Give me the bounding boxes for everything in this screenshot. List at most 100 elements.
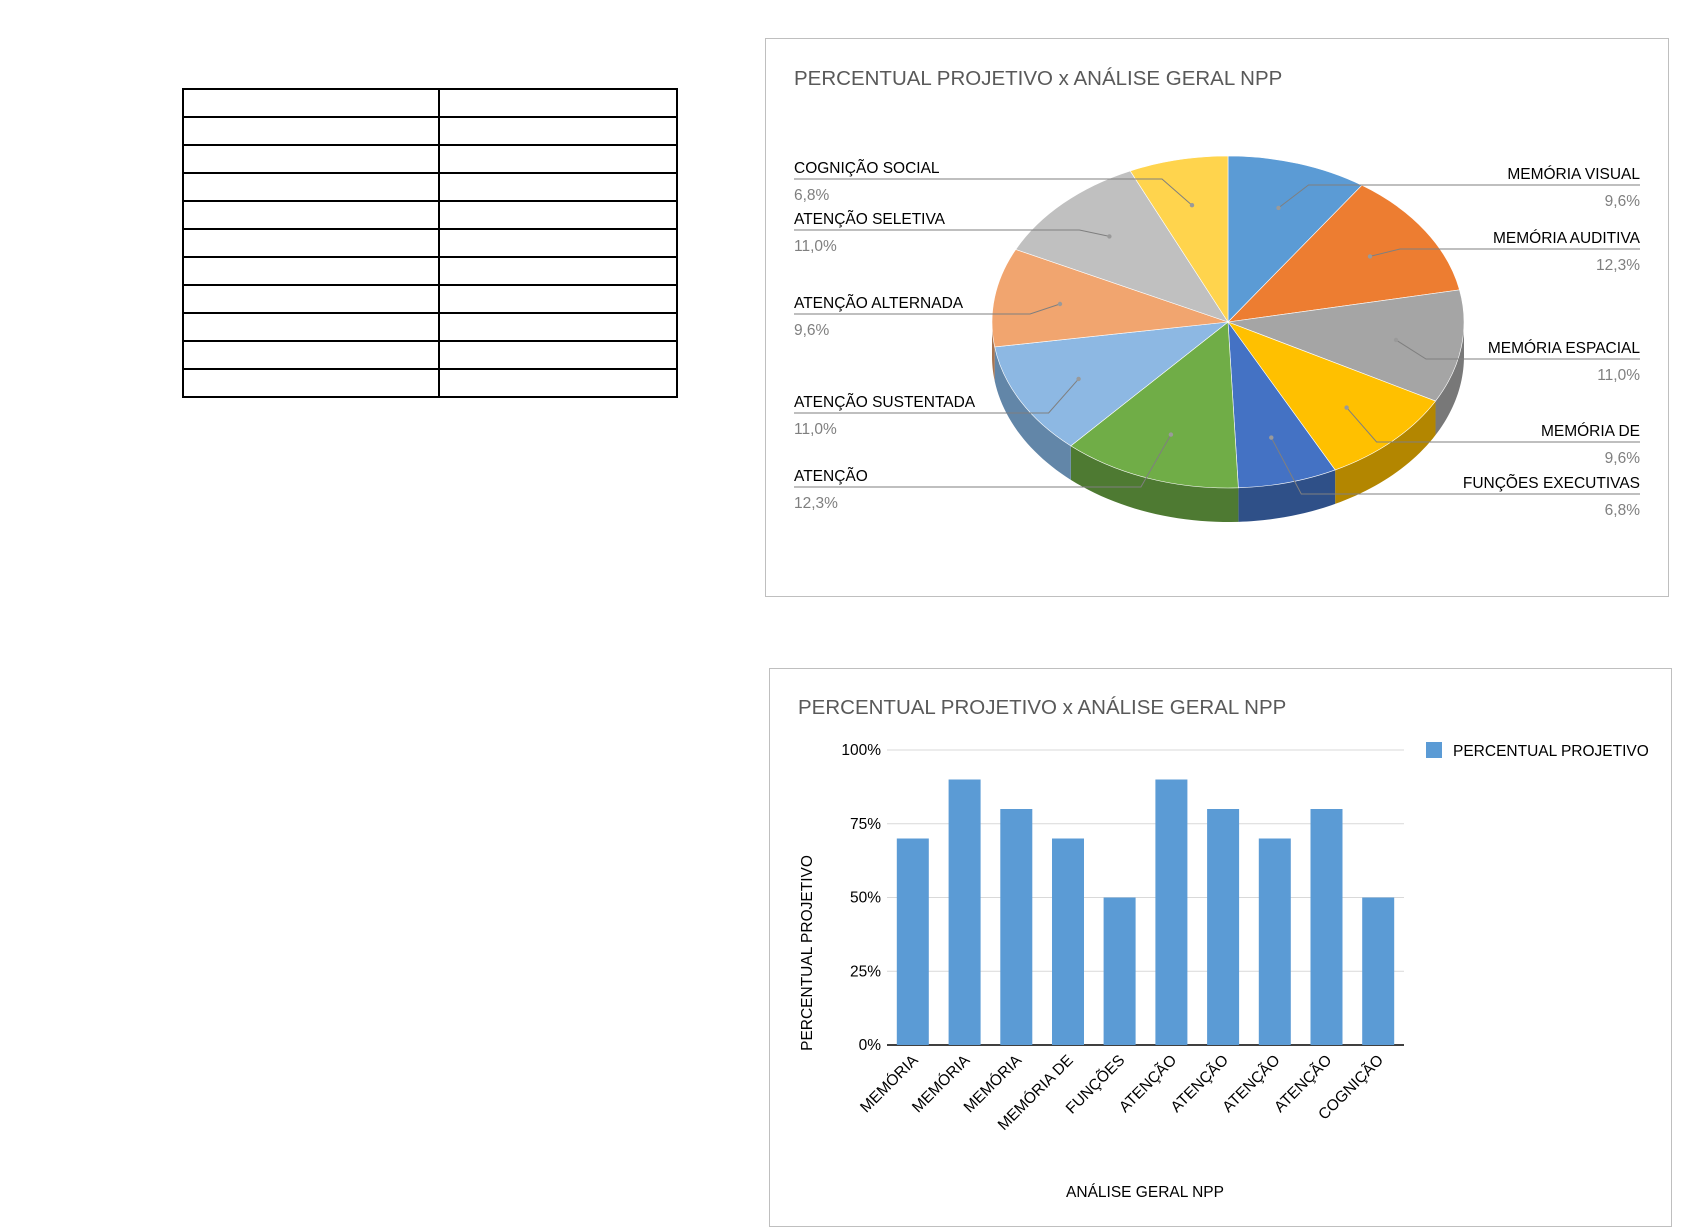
pie-leader-dot (1276, 205, 1281, 211)
pie-leader-line (1346, 407, 1640, 443)
table-cell (438, 256, 678, 286)
pie-slice (1227, 289, 1465, 402)
pie-value-label: 11,0% (794, 421, 837, 438)
pie-slice-side (1070, 445, 1239, 522)
pie-leader-line (794, 303, 1061, 315)
y-tick-label: 50% (850, 890, 881, 907)
pie-category-label: MEMÓRIA AUDITIVA (1493, 230, 1641, 247)
pie-value-label: 6,8% (1605, 502, 1641, 519)
pie-category-label: ATENÇÃO ALTERNADA (794, 295, 964, 312)
pie-slice (1129, 155, 1229, 324)
pie-slice (1227, 184, 1460, 323)
bar (1052, 838, 1084, 1045)
table-cell (182, 88, 440, 118)
pie-leader-line (1270, 437, 1640, 495)
y-tick-label: 25% (850, 963, 881, 980)
pie-chart-title: PERCENTUAL PROJETIVO x ANÁLISE GERAL NPP (794, 67, 1282, 90)
bar (896, 838, 929, 1045)
pie-leader-dot (1168, 432, 1174, 437)
pie-slice (994, 321, 1230, 447)
bar-chart-title: PERCENTUAL PROJETIVO x ANÁLISE GERAL NPP (798, 696, 1286, 719)
table-cell (438, 368, 678, 398)
pie-slice-side (1335, 401, 1436, 504)
table-row (182, 256, 678, 286)
pie-category-label: COGNIÇÃO SOCIAL (794, 160, 940, 177)
table-row (182, 88, 678, 118)
pie-value-label: 9,6% (1605, 193, 1641, 210)
pie-leader-line (1395, 339, 1640, 360)
pie-chart-svg: PERCENTUAL PROJETIVO x ANÁLISE GERAL NPP… (794, 67, 1641, 522)
pie-value-label: 6,8% (794, 187, 830, 204)
pie-value-label: 12,3% (1596, 257, 1640, 274)
y-axis-title: PERCENTUAL PROJETIVO (799, 855, 816, 1051)
pie-slice (1227, 155, 1363, 323)
pie-chart: PERCENTUAL PROJETIVO x ANÁLISE GERAL NPP… (765, 38, 1669, 597)
pie-value-label: 11,0% (794, 238, 837, 255)
table-cell (182, 340, 440, 370)
pie-leader-line (794, 178, 1193, 206)
pie-leader-line (1278, 184, 1640, 209)
table-cell (438, 284, 678, 314)
table-cell (438, 200, 678, 230)
pie-leader-line (794, 229, 1110, 237)
table-cell (182, 312, 440, 342)
pie-leader-dot (1107, 234, 1112, 239)
table-cell (182, 116, 440, 146)
bar (1103, 897, 1136, 1045)
table-cell (182, 368, 440, 398)
pie-category-label: ATENÇÃO SELETIVA (794, 211, 946, 228)
table-cell (438, 116, 678, 146)
bar (1362, 897, 1395, 1045)
table-cell (182, 228, 440, 258)
pie-leader-dot (1344, 405, 1349, 410)
table-row (182, 340, 678, 370)
bar (948, 779, 981, 1045)
table-cell (438, 340, 678, 370)
table-row (182, 368, 678, 398)
pie-leader-dot (1393, 337, 1399, 343)
bar (1310, 809, 1343, 1045)
bar (1155, 779, 1188, 1045)
pie-value-label: 9,6% (1605, 450, 1641, 467)
table-row (182, 312, 678, 342)
table-cell (182, 284, 440, 314)
pie-slice-side (1435, 322, 1464, 436)
pie-slice (1070, 321, 1239, 489)
pie-category-label: MEMÓRIA DE (1541, 423, 1640, 440)
pie-leader-dot (1057, 301, 1063, 307)
x-axis-title: ANÁLISE GERAL NPP (1066, 1184, 1224, 1201)
table-cell (438, 172, 678, 202)
pie-leader-dot (1076, 376, 1081, 382)
table-cell (182, 144, 440, 174)
pie-slice (1227, 321, 1437, 471)
table-row (182, 284, 678, 314)
table-cell (182, 172, 440, 202)
table-row (182, 200, 678, 230)
bar (1258, 838, 1291, 1045)
pie-slice-side (994, 346, 1071, 480)
table-row (182, 172, 678, 202)
pie-category-label: ATENÇÃO SUSTENTADA (794, 394, 976, 411)
table-cell (438, 312, 678, 342)
table-row (182, 116, 678, 146)
pie-leader-dot (1269, 435, 1274, 440)
pie-value-label: 12,3% (794, 495, 838, 512)
pie-category-label: MEMÓRIA VISUAL (1507, 166, 1640, 183)
bar (1207, 809, 1240, 1045)
legend-label: PERCENTUAL PROJETIVO (1453, 743, 1649, 760)
pie-leader-dot (1189, 203, 1195, 208)
pie-category-label: FUNÇÕES EXECUTIVAS (1463, 475, 1640, 492)
pie-leader-dot (1367, 254, 1373, 259)
pie-leader-line (794, 378, 1079, 414)
table-cell (438, 228, 678, 258)
pie-slice (991, 249, 1229, 348)
pie-value-label: 9,6% (794, 322, 830, 339)
table-cell (182, 200, 440, 230)
pie-category-label: MEMÓRIA ESPACIAL (1488, 340, 1641, 357)
bar (1000, 809, 1033, 1045)
y-tick-label: 75% (850, 816, 881, 833)
pie-value-label: 11,0% (1597, 367, 1640, 384)
empty-table (182, 88, 678, 398)
table-cell (438, 144, 678, 174)
pie-slice-side (1238, 469, 1336, 522)
